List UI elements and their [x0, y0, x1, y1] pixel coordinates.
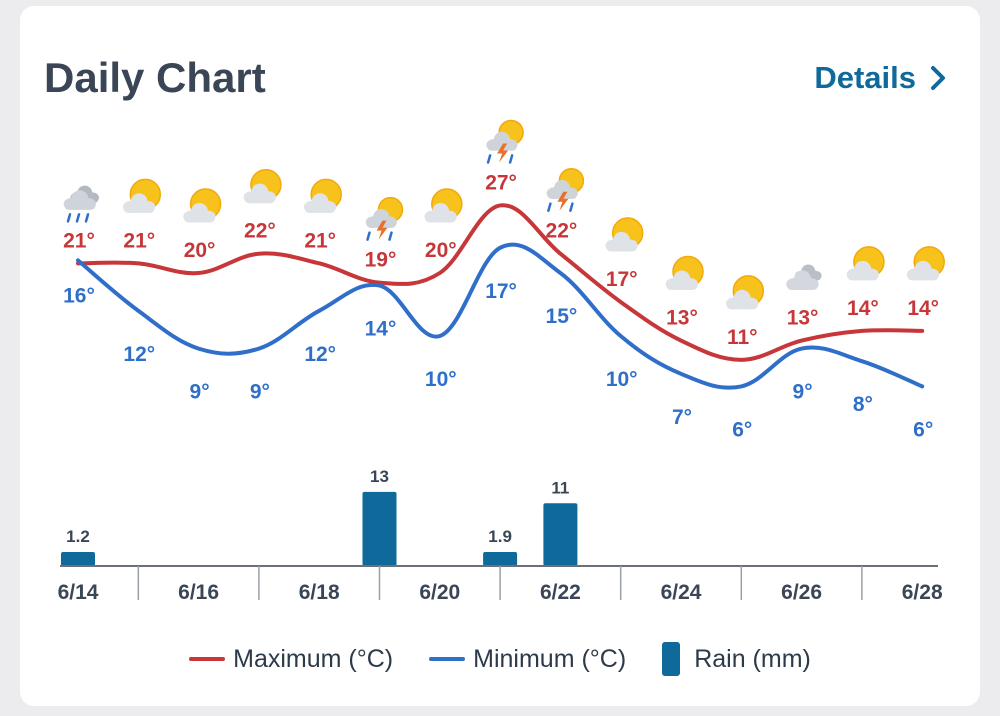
max-temp-label: 19° — [365, 249, 397, 272]
max-temperature-line — [76, 203, 925, 362]
rain-bar — [362, 491, 397, 566]
thunderstorm-icon — [365, 196, 404, 241]
rain-value-label: 13 — [370, 467, 389, 486]
max-temp-label: 17° — [606, 268, 638, 291]
min-temp-label: 15° — [546, 305, 578, 328]
x-tick-label: 6/24 — [661, 581, 702, 604]
partly-sunny-icon — [665, 255, 704, 291]
max-temp-label: 13° — [787, 307, 819, 330]
x-tick-label: 6/18 — [299, 581, 340, 604]
max-temp-label: 21° — [123, 229, 155, 252]
partly-sunny-icon — [846, 246, 885, 281]
min-temperature-line — [76, 242, 925, 390]
chevron-right-icon — [931, 66, 945, 90]
details-label: Details — [814, 60, 916, 95]
min-temp-label: 7° — [672, 406, 692, 429]
x-tick-label: 6/16 — [178, 581, 219, 604]
max-temp-label: 13° — [666, 307, 698, 330]
legend-swatch — [662, 642, 681, 676]
rain-value-label: 11 — [551, 478, 569, 497]
rain-bar — [543, 503, 578, 566]
thunderstorm-icon — [486, 119, 524, 164]
rain-bar — [483, 552, 518, 566]
partly-sunny-icon — [243, 168, 282, 204]
max-temp-label: 22° — [244, 220, 276, 243]
thunderstorm-icon — [546, 167, 585, 212]
min-temp-label: 9° — [190, 381, 210, 404]
x-tick-label: 6/26 — [781, 581, 822, 604]
max-temp-label: 21° — [304, 229, 336, 252]
max-temp-label: 14° — [907, 297, 939, 320]
max-temp-label: 27° — [485, 171, 517, 194]
x-tick-label: 6/20 — [419, 581, 460, 604]
min-temp-label: 6° — [732, 418, 752, 441]
partly-sunny-icon — [183, 188, 222, 223]
x-tick-label: 6/14 — [58, 581, 99, 604]
min-temp-label: 12° — [304, 343, 336, 366]
min-temp-label: 8° — [853, 393, 873, 416]
min-temp-label: 12° — [123, 343, 155, 366]
rain-icon — [63, 185, 99, 223]
partly-sunny-icon — [424, 188, 463, 223]
rain-value-label: 1.2 — [66, 527, 90, 546]
partly-sunny-icon — [123, 178, 162, 213]
legend-item: Maximum (°C) — [189, 645, 393, 674]
legend-item: Rain (mm) — [662, 642, 811, 676]
daily-chart-card: Daily Chart Details 21° 16° 21° 12° 20° 9° 22°… — [20, 6, 980, 706]
min-temp-label: 10° — [425, 368, 457, 391]
legend-swatch — [429, 657, 466, 661]
partly-sunny-icon — [605, 217, 644, 252]
min-temp-label: 17° — [485, 280, 517, 303]
max-temp-label: 14° — [847, 297, 879, 320]
daily-chart: 21° 16° 21° 12° 20° 9° 22° 9° 21° 12° 19° 14° 20° 10°… — [58, 119, 945, 604]
max-temp-label: 20° — [184, 239, 216, 262]
legend-item: Minimum (°C) — [429, 645, 626, 674]
partly-sunny-icon — [303, 178, 342, 213]
min-temp-label: 9° — [250, 381, 270, 404]
cloudy-icon — [786, 264, 822, 291]
max-temp-label: 11° — [727, 326, 758, 349]
partly-sunny-icon — [906, 246, 945, 281]
x-tick-label: 6/22 — [540, 581, 581, 604]
min-temp-label: 9° — [793, 381, 813, 404]
min-temp-label: 16° — [63, 284, 95, 307]
chart-title: Daily Chart — [44, 54, 266, 101]
min-temp-label: 10° — [606, 368, 638, 391]
x-tick-label: 6/28 — [902, 581, 943, 604]
legend-label: Rain (mm) — [694, 644, 811, 673]
rain-bar — [61, 552, 95, 566]
rain-value-label: 1.9 — [488, 527, 512, 546]
legend-label: Minimum (°C) — [473, 644, 627, 673]
partly-sunny-icon — [726, 275, 765, 310]
chart-legend: Maximum (°C) Minimum (°C) Rain (mm) — [20, 642, 980, 676]
min-temp-label: 14° — [365, 318, 397, 341]
legend-swatch — [189, 657, 226, 661]
max-temp-label: 20° — [425, 239, 457, 262]
details-button[interactable]: Details — [814, 60, 946, 96]
min-temp-label: 6° — [913, 418, 933, 441]
legend-label: Maximum (°C) — [233, 644, 394, 673]
max-temp-label: 22° — [546, 220, 578, 243]
max-temp-label: 21° — [63, 229, 95, 252]
